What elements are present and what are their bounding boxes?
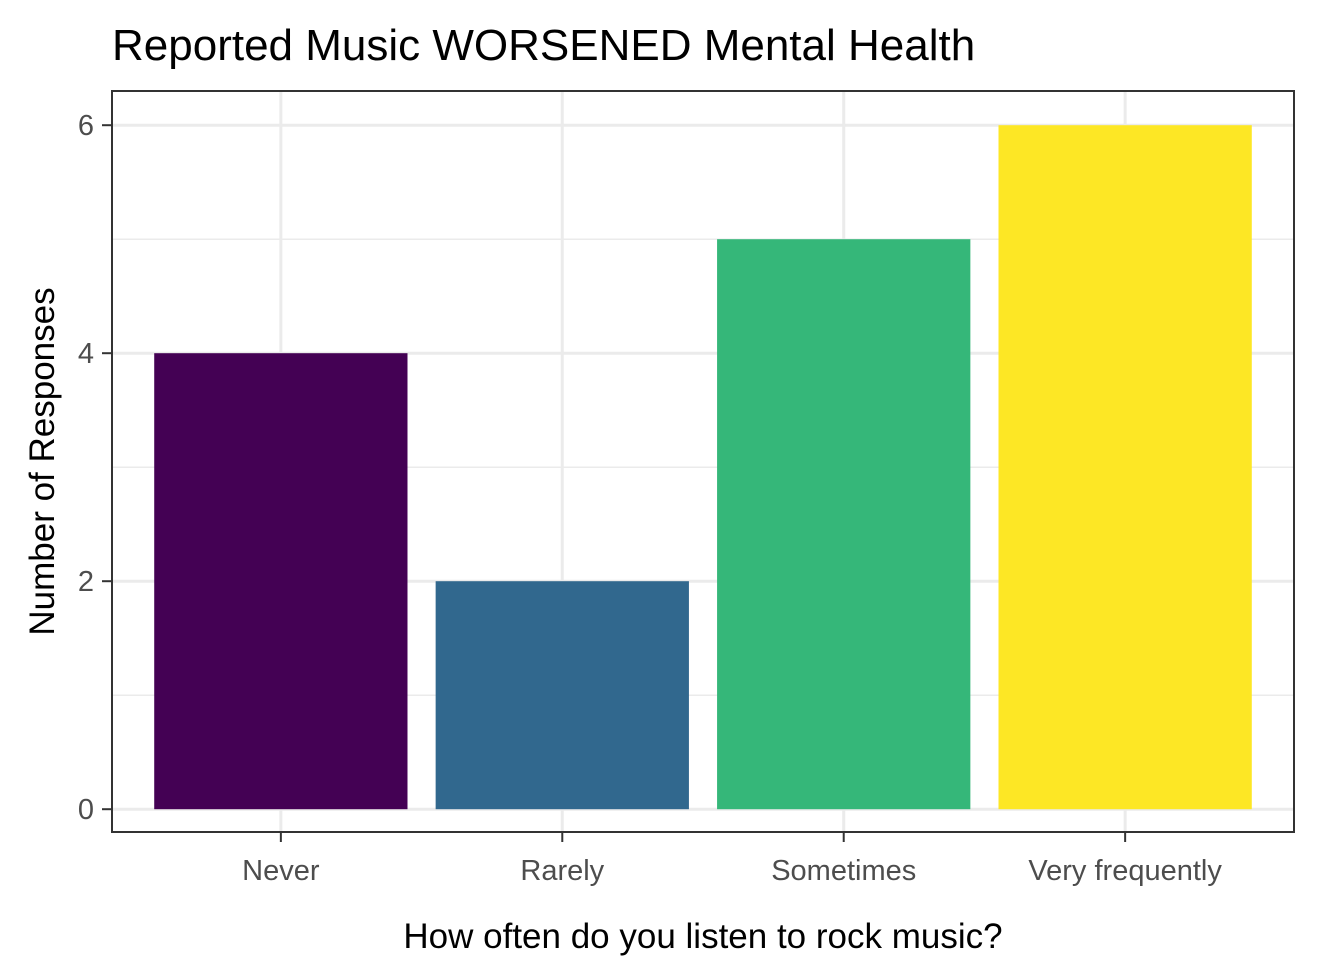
bars (154, 125, 1252, 810)
y-tick-label: 0 (78, 794, 94, 826)
y-tick-label: 4 (78, 338, 94, 370)
bar-rarely (435, 581, 689, 810)
x-tick-label: Never (242, 855, 320, 887)
x-tick-label: Rarely (520, 855, 604, 887)
y-axis-title: Number of Responses (23, 287, 62, 635)
chart-title: Reported Music WORSENED Mental Health (112, 21, 975, 70)
x-axis-title: How often do you listen to rock music? (403, 917, 1002, 956)
bar-sometimes (717, 239, 971, 810)
bar-never (154, 353, 408, 810)
x-tick-label: Sometimes (771, 855, 916, 887)
y-tick-label: 2 (78, 566, 94, 598)
y-tick-label: 6 (78, 110, 94, 142)
plot-panel-border (111, 90, 1295, 833)
x-tick-label: Very frequently (1028, 855, 1222, 887)
axes: 0 2 4 6 Never Rarely Sometimes Very frequently (78, 110, 1222, 887)
bar-very-frequently (998, 125, 1252, 810)
